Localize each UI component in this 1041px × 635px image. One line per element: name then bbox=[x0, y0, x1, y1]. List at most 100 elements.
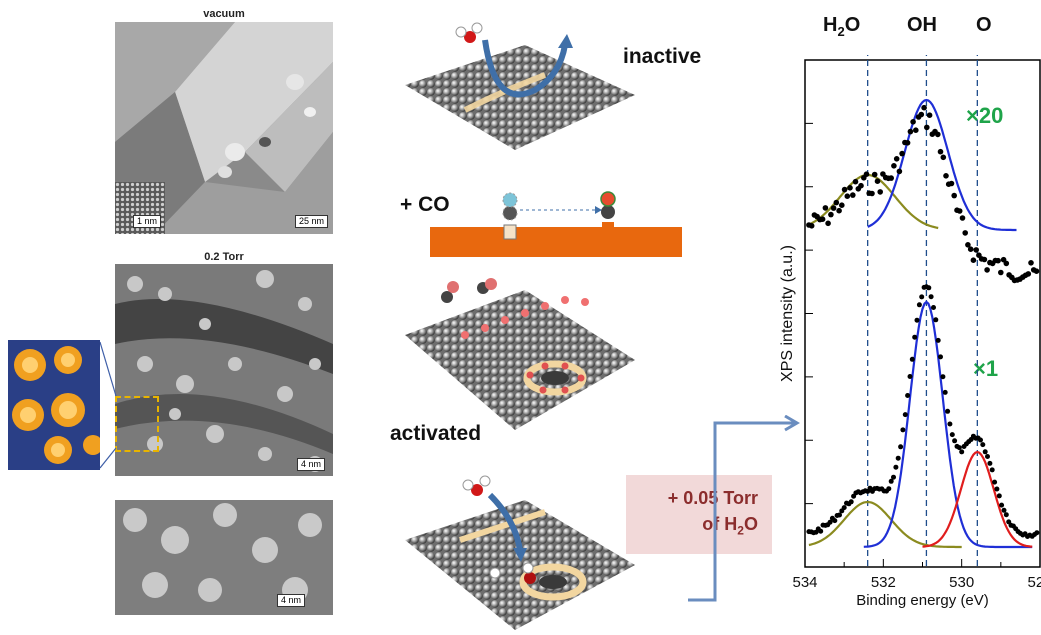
stm-image-zoom: 4 nm bbox=[115, 500, 333, 615]
data-point-x1 bbox=[996, 493, 1002, 499]
data-point-x20 bbox=[825, 220, 831, 227]
data-point-x20 bbox=[935, 131, 941, 138]
scale-bar-vacuum: 25 nm bbox=[295, 215, 329, 228]
data-point-x1 bbox=[905, 393, 911, 398]
x-tick-label: 530 bbox=[949, 574, 974, 591]
data-point-x1 bbox=[888, 478, 894, 484]
data-point-x20 bbox=[981, 256, 988, 263]
water-molecule-1 bbox=[455, 22, 483, 43]
data-point-x1 bbox=[938, 354, 943, 360]
data-point-x1 bbox=[909, 356, 915, 362]
data-point-x20 bbox=[907, 128, 914, 135]
data-point-x20 bbox=[918, 111, 925, 118]
data-point-x1 bbox=[832, 518, 838, 524]
plot-frame bbox=[804, 59, 1041, 568]
data-point-x1 bbox=[956, 445, 962, 451]
data-point-x1 bbox=[841, 505, 847, 511]
data-point-x1 bbox=[1001, 507, 1007, 513]
data-point-x1 bbox=[992, 479, 998, 485]
peak-label-o: O bbox=[976, 14, 992, 36]
data-point-x1 bbox=[898, 444, 904, 450]
data-point-x20 bbox=[967, 246, 974, 252]
data-point-x20 bbox=[984, 267, 990, 273]
data-point-x20 bbox=[839, 202, 845, 208]
data-point-x20 bbox=[940, 154, 947, 161]
mechanism-diagram bbox=[405, 22, 682, 630]
data-point-x20 bbox=[904, 140, 911, 146]
data-point-x1 bbox=[916, 302, 922, 308]
data-point-x20 bbox=[924, 124, 930, 131]
callout-line2: of H2O bbox=[702, 514, 758, 538]
data-point-x20 bbox=[874, 178, 881, 184]
stm-vacuum-title: vacuum bbox=[203, 8, 245, 20]
stm-image-vacuum: 1 nm 25 nm bbox=[115, 22, 333, 234]
x-axis-label: Binding energy (eV) bbox=[856, 592, 989, 609]
label-inactive: inactive bbox=[623, 45, 702, 68]
data-point-x20 bbox=[830, 205, 837, 211]
data-point-x1 bbox=[940, 374, 946, 380]
data-point-x1 bbox=[959, 449, 965, 455]
data-point-x1 bbox=[985, 454, 990, 459]
co-molecules-gas bbox=[441, 278, 497, 303]
data-point-x20 bbox=[926, 112, 933, 118]
data-point-x1 bbox=[886, 486, 892, 492]
data-point-x1 bbox=[978, 437, 983, 443]
data-point-x1 bbox=[926, 285, 932, 291]
zoom-connector-lines bbox=[100, 341, 117, 469]
data-point-x1 bbox=[989, 467, 995, 473]
data-point-x20 bbox=[841, 186, 848, 193]
callout-connector-arrow bbox=[688, 415, 800, 602]
data-point-x20 bbox=[899, 150, 905, 157]
label-plus-co: + CO bbox=[400, 193, 450, 216]
scale-bar-zoom: 4 nm bbox=[277, 594, 306, 607]
data-point-x1 bbox=[928, 294, 934, 300]
fit-oh-x1 bbox=[863, 300, 1033, 549]
data-point-x1 bbox=[914, 317, 920, 323]
data-point-x20 bbox=[833, 199, 840, 206]
data-point-x1 bbox=[818, 528, 824, 534]
multiplier-x20: ×20 bbox=[966, 103, 1004, 128]
data-point-x20 bbox=[921, 104, 927, 111]
data-point-x20 bbox=[959, 215, 966, 221]
data-point-x20 bbox=[822, 205, 829, 211]
data-point-x20 bbox=[819, 216, 826, 222]
data-point-x1 bbox=[947, 421, 953, 427]
x-tick-label: 528 bbox=[1027, 574, 1041, 591]
data-point-x20 bbox=[1033, 268, 1040, 274]
data-point-x20 bbox=[828, 211, 834, 218]
data-point-x20 bbox=[863, 171, 870, 177]
data-point-x20 bbox=[970, 257, 977, 263]
dissociation-arrow bbox=[487, 492, 523, 551]
scale-bar-inset: 1 nm bbox=[133, 215, 162, 228]
data-point-x20 bbox=[850, 192, 856, 198]
data-point-x20 bbox=[951, 192, 957, 199]
data-point-x20 bbox=[1028, 260, 1034, 266]
data-point-x1 bbox=[931, 305, 936, 310]
data-point-x20 bbox=[808, 223, 815, 229]
data-point-x20 bbox=[871, 171, 878, 178]
data-point-x1 bbox=[1003, 512, 1009, 518]
fit-oh-x20 bbox=[867, 98, 1017, 232]
data-point-x1 bbox=[952, 438, 958, 444]
xps-chart: 534 532 530 528 Binding energy (eV) XPS inten… bbox=[779, 55, 1041, 609]
data-point-x20 bbox=[888, 175, 894, 181]
data-point-x1 bbox=[980, 442, 986, 448]
data-point-x1 bbox=[935, 337, 941, 343]
co-substrate-bar bbox=[430, 227, 682, 257]
stm-torr-clusters bbox=[115, 264, 333, 476]
data-point-x20 bbox=[913, 127, 919, 133]
callout-line1: + 0.05 Torr bbox=[667, 488, 758, 508]
data-point-x20 bbox=[891, 163, 897, 169]
data-point-x1 bbox=[848, 499, 854, 505]
label-activated: activated bbox=[390, 422, 482, 445]
fit-h2o-x20 bbox=[808, 173, 939, 230]
data-point-x1 bbox=[912, 334, 918, 340]
data-point-x20 bbox=[995, 257, 1001, 264]
data-point-x1 bbox=[949, 432, 955, 438]
data-point-x20 bbox=[998, 269, 1004, 276]
data-point-x20 bbox=[948, 180, 955, 187]
data-point-x1 bbox=[945, 408, 951, 414]
data-point-x1 bbox=[942, 389, 948, 395]
water-dose-callout: + 0.05 Torr of H2O bbox=[626, 475, 772, 554]
data-point-x20 bbox=[1003, 260, 1010, 267]
